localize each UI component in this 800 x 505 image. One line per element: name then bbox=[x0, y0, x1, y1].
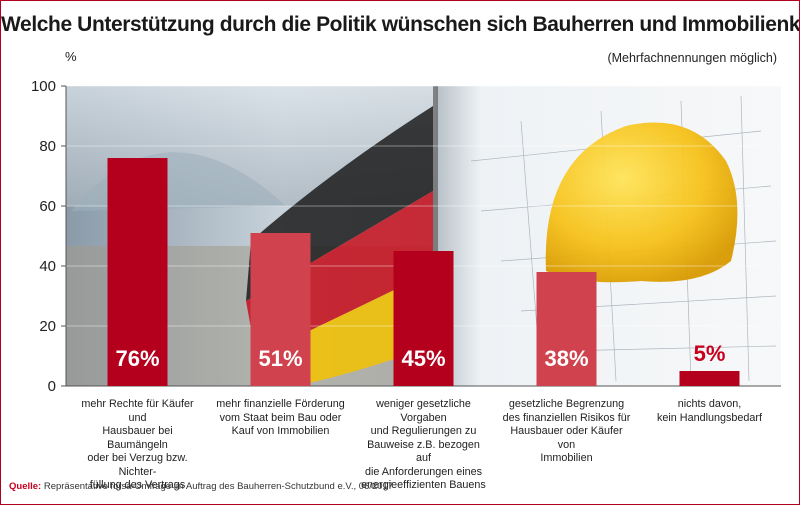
bar bbox=[536, 272, 597, 386]
category-label-line: oder bei Verzug bzw. Nichter- bbox=[87, 452, 188, 478]
value-label: 76% bbox=[115, 346, 159, 371]
category-label-line: nichts davon, bbox=[677, 398, 742, 410]
y-axis-unit: % bbox=[65, 49, 77, 64]
bar bbox=[107, 158, 168, 386]
category-label-line: Hausbauer oder Käufer von bbox=[510, 425, 623, 451]
value-label: 45% bbox=[401, 346, 445, 371]
source-text: Repräsentative forsa-Umfrage im Auftrag … bbox=[43, 481, 394, 492]
category-label-line: weniger gesetzliche Vorgaben bbox=[376, 398, 471, 424]
value-label: 5% bbox=[694, 341, 726, 366]
y-tick-label: 40 bbox=[39, 258, 56, 275]
bar bbox=[250, 233, 311, 386]
category-label-line: und Regulierungen zu bbox=[370, 425, 477, 437]
category-label-line: mehr finanzielle Förderung bbox=[216, 398, 345, 410]
category-label-line: Bauweise z.B. bezogen auf bbox=[367, 438, 480, 465]
helmet-shape bbox=[545, 122, 738, 283]
category-label: nichts davon, kein Handlungsbedarf bbox=[645, 398, 775, 425]
chart-subtitle: (Mehrfachnennungen möglich) bbox=[607, 51, 777, 65]
category-label-line: gesetzliche Begrenzung bbox=[508, 398, 625, 410]
source-note: Quelle: Repräsentative forsa-Umfrage im … bbox=[9, 481, 393, 492]
bar bbox=[393, 251, 454, 386]
value-label: 38% bbox=[544, 346, 588, 371]
y-tick-label: 100 bbox=[31, 78, 56, 95]
value-label: 51% bbox=[258, 346, 302, 371]
category-label: mehr Rechte für Käufer und Hausbauer bei … bbox=[73, 398, 203, 493]
flag-pole bbox=[433, 86, 438, 386]
y-tick-label: 60 bbox=[39, 198, 56, 215]
source-label: Quelle: bbox=[9, 481, 42, 492]
category-label-line: kein Handlungsbedarf bbox=[656, 411, 763, 424]
category-label-line: des finanziellen Risikos für bbox=[502, 411, 631, 424]
category-label-line: füllung des Vertrags bbox=[89, 479, 186, 491]
category-label: gesetzliche Begrenzung des finanziellen R… bbox=[502, 398, 632, 466]
category-label-line: mehr Rechte für Käufer und bbox=[81, 398, 194, 424]
bar bbox=[679, 371, 740, 386]
category-label-line: Hausbauer bei Baumängeln bbox=[102, 425, 173, 451]
category-label-line: Immobilien bbox=[540, 452, 593, 464]
category-label: mehr finanzielle Förderung vom Staat beim… bbox=[216, 398, 346, 439]
y-tick-label: 20 bbox=[39, 318, 56, 335]
category-label-line: Kauf von Immobilien bbox=[231, 425, 330, 437]
category-label-line: vom Staat beim Bau oder bbox=[219, 411, 342, 424]
y-tick-label: 80 bbox=[39, 138, 56, 155]
category-label: weniger gesetzliche Vorgaben und Regulier… bbox=[359, 398, 489, 493]
value-labels: 76% 51% 45% 38% 5% bbox=[115, 341, 725, 371]
y-tick-label: 0 bbox=[48, 378, 56, 395]
category-label-line: energieeffizienten Bauens bbox=[361, 479, 486, 491]
chart-title: Welche Unterstützung durch die Politik w… bbox=[1, 13, 800, 36]
bars bbox=[107, 158, 740, 386]
category-label-line: die Anforderungen eines bbox=[364, 465, 483, 478]
